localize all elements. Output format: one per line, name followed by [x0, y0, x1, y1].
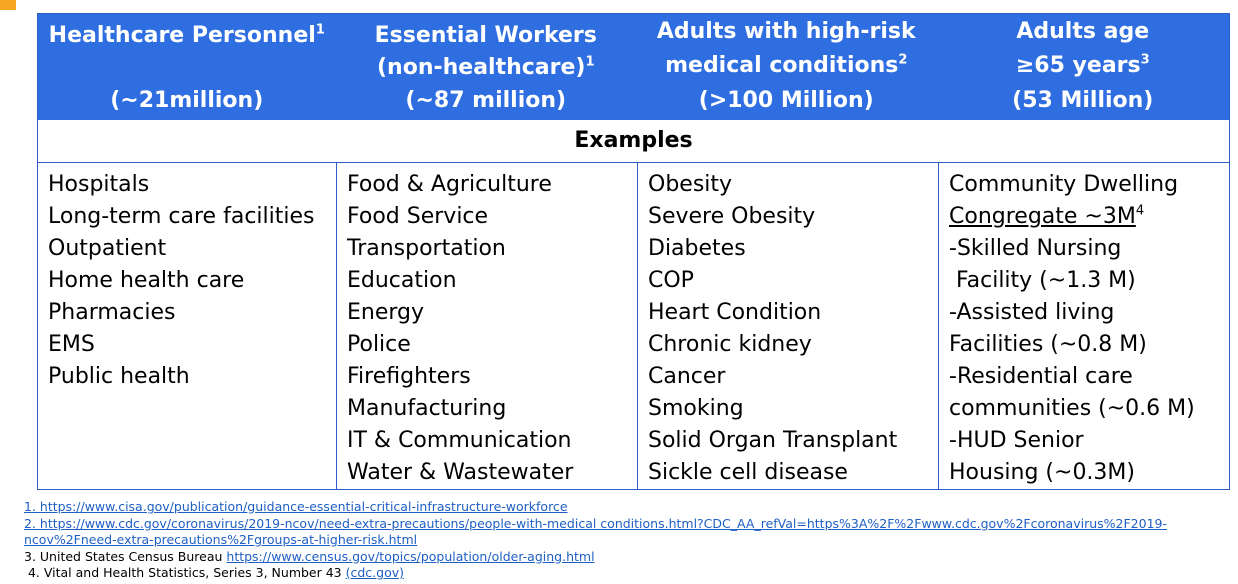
header-title: Healthcare Personnel	[48, 23, 316, 48]
list-item: COP	[648, 268, 694, 293]
list-item: Water & Wastewater	[347, 460, 574, 485]
list-item: communities (~0.6 M)	[949, 396, 1195, 421]
list-item: Hospitals	[48, 172, 150, 197]
footnote-ref: 3	[1140, 52, 1150, 68]
header-essential-workers: Essential Workers (non-healthcare)1 (~87…	[336, 14, 637, 120]
table-body-row: Hospitals Long-term care facilities Outp…	[38, 163, 1229, 489]
footnote-3-text: 3. United States Census Bureau	[24, 548, 227, 564]
header-title: Essential Workers	[374, 23, 597, 48]
footnote-ref: 1	[585, 54, 595, 70]
footnote-2-link[interactable]: 2. https://www.cdc.gov/coronavirus/2019-…	[24, 515, 1167, 531]
list-item: Home health care	[48, 268, 245, 293]
list-item: Chronic kidney	[648, 332, 812, 357]
list-item: Sickle cell disease	[648, 460, 848, 485]
footnote-1-link[interactable]: 1. https://www.cisa.gov/publication/guid…	[24, 499, 568, 514]
footnote-ref: 1	[315, 22, 325, 38]
column-adults-65-plus: Community Dwelling Congregate ~3M4 -Skil…	[938, 163, 1229, 489]
header-count: (53 Million)	[1012, 88, 1154, 113]
list-item: Long-term care facilities	[48, 204, 315, 229]
header-count: (>100 Million)	[698, 88, 874, 113]
list-item: Food & Agriculture	[347, 172, 552, 197]
list-item: Diabetes	[648, 236, 746, 261]
list-item: Housing (~0.3M)	[949, 460, 1135, 485]
header-healthcare-personnel: Healthcare Personnel1 (~21million)	[38, 14, 336, 120]
list-item: Severe Obesity	[648, 204, 816, 229]
footnote-3: 3. United States Census Bureau https://w…	[24, 549, 1224, 566]
list-item: Community Dwelling	[949, 172, 1179, 197]
list-item: -Assisted living	[949, 300, 1115, 325]
footnotes: 1. https://www.cisa.gov/publication/guid…	[24, 499, 1224, 582]
list-item: Firefighters	[347, 364, 471, 389]
list-item: Cancer	[648, 364, 726, 389]
list-item: Education	[347, 268, 457, 293]
header-count: (~21million)	[110, 88, 264, 113]
list-item: Outpatient	[48, 236, 167, 261]
header-subtitle: medical conditions	[665, 53, 899, 78]
corner-accent-bar	[0, 0, 16, 10]
list-item: Facility (~1.3 M)	[949, 268, 1136, 293]
column-essential-workers: Food & Agriculture Food Service Transpor…	[336, 163, 637, 489]
footnote-4-link[interactable]: (cdc.gov)	[345, 565, 404, 580]
list-item: Smoking	[648, 396, 744, 421]
list-item: -Residential care	[949, 364, 1133, 389]
header-high-risk-adults: Adults with high-risk medical conditions…	[636, 14, 937, 120]
column-healthcare-personnel: Hospitals Long-term care facilities Outp…	[38, 163, 336, 489]
list-item: Food Service	[347, 204, 489, 229]
footnote-4: 4. Vital and Health Statistics, Series 3…	[24, 565, 1224, 582]
column-high-risk-conditions: Obesity Severe Obesity Diabetes COP Hear…	[637, 163, 938, 489]
footnote-3-link[interactable]: https://www.census.gov/topics/population…	[226, 548, 595, 564]
priority-groups-table: Healthcare Personnel1 (~21million) Essen…	[37, 13, 1230, 490]
list-item: Police	[347, 332, 411, 357]
list-item: Heart Condition	[648, 300, 822, 325]
header-title: Adults age	[1016, 19, 1150, 44]
congregate-label: Congregate ~3M	[949, 204, 1136, 229]
list-item: Manufacturing	[347, 396, 507, 421]
list-item: Solid Organ Transplant	[648, 428, 898, 453]
header-count: (~87 million)	[405, 88, 567, 113]
list-item: EMS	[48, 332, 95, 357]
header-subtitle: ≥65 years	[1015, 53, 1141, 78]
list-item-congregate: Congregate ~3M4	[949, 201, 1229, 233]
list-item: -Skilled Nursing	[949, 236, 1122, 261]
list-item: Transportation	[347, 236, 506, 261]
list-item: Public health	[48, 364, 190, 389]
header-title: Adults with high-risk	[656, 19, 916, 44]
examples-label: Examples	[38, 120, 1229, 163]
footnote-2-link-continued[interactable]: ncov%2Fneed-extra-precautions%2Fgroups-a…	[24, 532, 418, 547]
footnote-ref: 2	[898, 52, 908, 68]
list-item: Facilities (~0.8 M)	[949, 332, 1147, 357]
header-subtitle: (non-healthcare)	[376, 55, 586, 80]
header-adults-65-plus: Adults age ≥65 years3 (53 Million)	[937, 14, 1230, 120]
table-header-row: Healthcare Personnel1 (~21million) Essen…	[38, 14, 1229, 120]
list-item: Pharmacies	[48, 300, 176, 325]
footnote-ref: 4	[1135, 203, 1145, 219]
list-item: Energy	[347, 300, 425, 325]
list-item: Obesity	[648, 172, 733, 197]
list-item: -HUD Senior	[949, 428, 1084, 453]
list-item: IT & Communication	[347, 428, 572, 453]
footnote-4-text: 4. Vital and Health Statistics, Series 3…	[24, 565, 346, 580]
